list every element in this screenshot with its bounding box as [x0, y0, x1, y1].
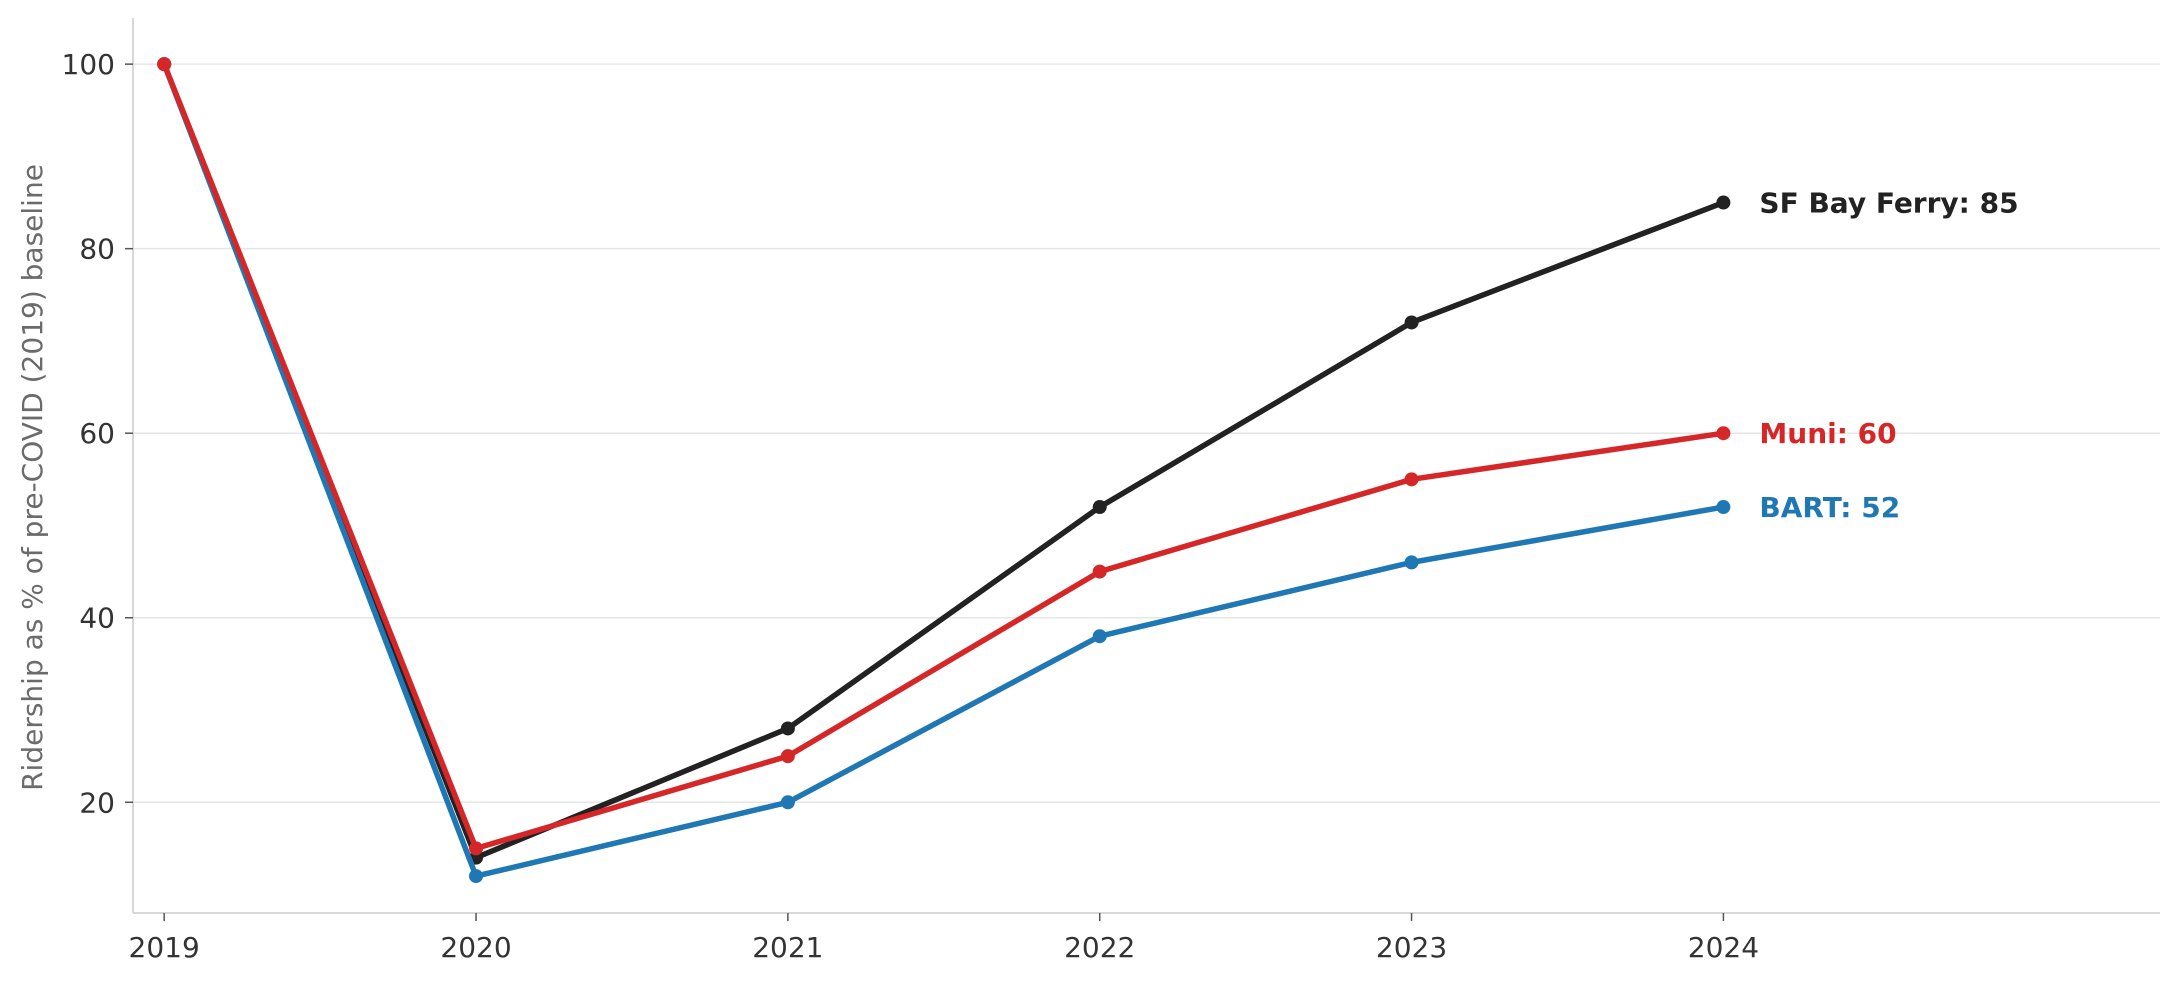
data-point-muni — [1404, 472, 1419, 487]
data-point-bart — [780, 795, 795, 810]
data-point-bart — [1716, 500, 1731, 515]
data-point-muni — [157, 57, 172, 72]
series-line-sf-bay-ferry — [161, 61, 1727, 861]
end-labels: SF Bay Ferry: 85 BART: 52 Muni: 60 — [1759, 187, 2018, 524]
y-tick-label: 100 — [62, 48, 115, 81]
y-tick-label: 40 — [79, 602, 115, 635]
data-point-sf-bay-ferry — [1404, 315, 1419, 330]
y-tick-label: 80 — [79, 233, 115, 266]
x-tick-label: 2021 — [752, 931, 823, 964]
end-label-muni: Muni: 60 — [1759, 417, 1896, 450]
data-point-bart — [1092, 629, 1107, 644]
y-ticks: 20 40 60 80 100 — [62, 48, 133, 819]
y-axis-label: Ridership as % of pre-COVID (2019) basel… — [16, 164, 49, 791]
data-point-bart — [469, 869, 484, 884]
x-tick-label: 2019 — [129, 931, 200, 964]
x-tick-label: 2020 — [440, 931, 511, 964]
series-bart — [157, 57, 1731, 884]
data-point-sf-bay-ferry — [1716, 195, 1731, 210]
data-point-muni — [1092, 564, 1107, 579]
end-label-sf-bay-ferry: SF Bay Ferry: 85 — [1759, 187, 2018, 220]
y-tick-label: 60 — [79, 417, 115, 450]
data-point-muni — [469, 841, 484, 856]
series — [157, 57, 1731, 884]
series-sf-bay-ferry — [157, 57, 1731, 865]
end-label-bart: BART: 52 — [1759, 491, 1900, 524]
axes — [132, 18, 2160, 914]
x-tick-label: 2024 — [1688, 931, 1759, 964]
x-ticks: 2019 2020 2021 2022 2023 2024 — [129, 913, 1759, 964]
x-tick-label: 2023 — [1376, 931, 1447, 964]
series-line-muni — [161, 61, 1727, 852]
grid-lines — [133, 63, 2160, 804]
x-tick-label: 2022 — [1064, 931, 1135, 964]
data-point-muni — [1716, 426, 1731, 441]
series-line-bart — [161, 61, 1727, 879]
data-point-bart — [1404, 555, 1419, 570]
data-point-sf-bay-ferry — [1092, 500, 1107, 515]
y-tick-label: 20 — [79, 786, 115, 819]
data-point-sf-bay-ferry — [780, 721, 795, 736]
series-muni — [157, 57, 1731, 856]
data-point-muni — [780, 749, 795, 764]
